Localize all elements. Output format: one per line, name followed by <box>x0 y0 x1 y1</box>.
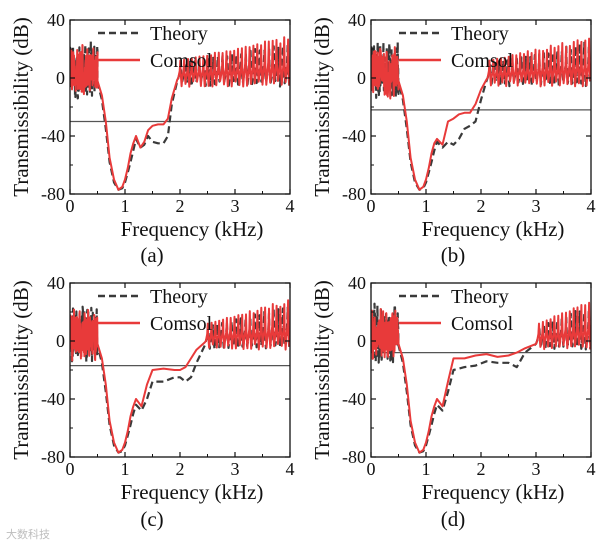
x-tick-label: 2 <box>477 459 486 479</box>
y-tick-label: -40 <box>342 126 366 146</box>
plot-area <box>371 301 591 454</box>
x-tick-label: 0 <box>367 459 376 479</box>
y-tick-label: -40 <box>342 389 366 409</box>
legend-comsol-label: Comsol <box>451 50 514 72</box>
y-tick-label: -40 <box>41 389 65 409</box>
x-tick-label: 2 <box>176 459 185 479</box>
legend-comsol-label: Comsol <box>150 50 213 72</box>
x-axis-label: Frequency (kHz) <box>422 480 565 504</box>
y-tick-label: 40 <box>47 273 65 293</box>
y-axis-label: Transmissibility (dB) <box>310 280 334 460</box>
x-tick-label: 4 <box>286 459 295 479</box>
y-axis-label: Transmissibility (dB) <box>310 17 334 197</box>
y-axis-label: Transmissibility (dB) <box>9 280 33 460</box>
legend-theory-label: Theory <box>150 286 208 308</box>
legend-comsol-label: Comsol <box>150 313 213 335</box>
x-tick-label: 3 <box>231 459 240 479</box>
x-tick-label: 4 <box>587 196 596 216</box>
panel-label: (d) <box>441 507 466 531</box>
x-tick-label: 3 <box>231 196 240 216</box>
series-comsol-line <box>70 299 290 454</box>
x-axis-label: Frequency (kHz) <box>121 480 264 504</box>
panel-label: (a) <box>140 243 163 267</box>
chart-panel-2: 0 1 2 3 4 -80 -40 0 40 Frequency (kHz) Transmissib… <box>310 10 596 267</box>
plot-area <box>70 299 290 454</box>
chart-panel-3: 0 1 2 3 4 -80 -40 0 40 Frequency (kHz) Transmissib… <box>9 273 295 531</box>
watermark-text: 大数科技 <box>6 527 50 541</box>
x-tick-label: 0 <box>367 196 376 216</box>
x-axis-label: Frequency (kHz) <box>422 217 565 241</box>
legend-comsol-label: Comsol <box>451 313 514 335</box>
legend-theory-label: Theory <box>451 286 509 308</box>
x-tick-label: 1 <box>422 196 431 216</box>
y-tick-label: -80 <box>41 447 65 467</box>
x-tick-label: 1 <box>121 196 130 216</box>
panel-label: (c) <box>140 507 163 531</box>
y-tick-label: 40 <box>47 10 65 30</box>
y-tick-label: 40 <box>348 273 366 293</box>
y-tick-label: 0 <box>357 68 366 88</box>
y-tick-label: 40 <box>348 10 366 30</box>
x-tick-label: 4 <box>286 196 295 216</box>
plot-area <box>371 37 591 191</box>
x-tick-label: 0 <box>66 196 75 216</box>
chart-panel-4: 0 1 2 3 4 -80 -40 0 40 Frequency (kHz) Transmissib… <box>310 273 596 531</box>
y-tick-label: -80 <box>342 447 366 467</box>
chart-panel-1: 0 1 2 3 4 -80 -40 0 40 Frequency (kHz) Transmissib… <box>9 10 295 267</box>
panel-label: (b) <box>441 243 466 267</box>
legend-theory-label: Theory <box>150 23 208 45</box>
y-tick-label: 0 <box>357 331 366 351</box>
plot-area <box>70 36 290 191</box>
series-comsol-line <box>371 37 591 191</box>
series-comsol-line <box>70 36 290 191</box>
x-tick-label: 4 <box>587 459 596 479</box>
y-axis-label: Transmissibility (dB) <box>9 17 33 197</box>
x-tick-label: 2 <box>176 196 185 216</box>
series-comsol-line <box>371 301 591 454</box>
x-tick-label: 2 <box>477 196 486 216</box>
x-tick-label: 0 <box>66 459 75 479</box>
y-tick-label: 0 <box>56 68 65 88</box>
y-tick-label: -80 <box>41 184 65 204</box>
legend-theory-label: Theory <box>451 23 509 45</box>
y-tick-label: -40 <box>41 126 65 146</box>
x-tick-label: 1 <box>121 459 130 479</box>
y-tick-label: -80 <box>342 184 366 204</box>
x-tick-label: 3 <box>532 459 541 479</box>
x-tick-label: 3 <box>532 196 541 216</box>
x-axis-label: Frequency (kHz) <box>121 217 264 241</box>
y-tick-label: 0 <box>56 331 65 351</box>
x-tick-label: 1 <box>422 459 431 479</box>
